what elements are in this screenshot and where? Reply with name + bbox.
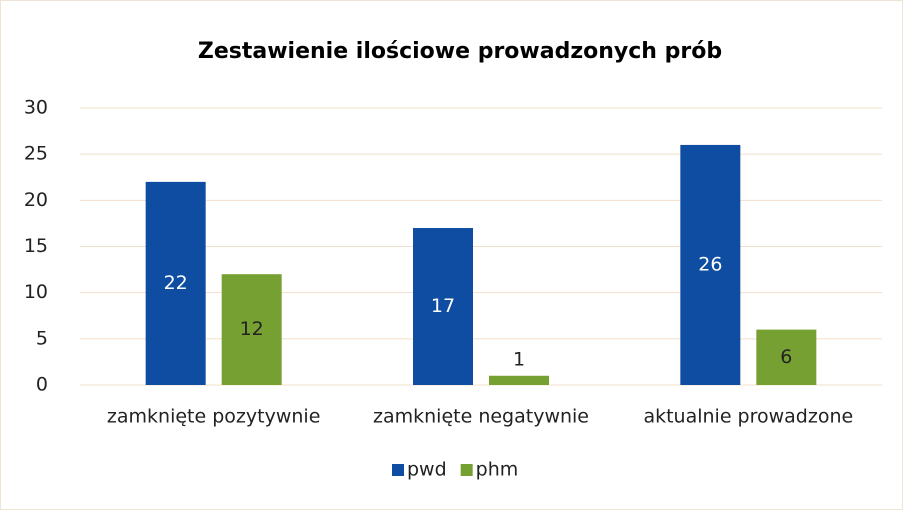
chart-title: Zestawienie ilościowe prowadzonych prób (198, 39, 722, 64)
bar (680, 144, 741, 385)
bar (413, 228, 473, 385)
legend-swatch (460, 464, 473, 476)
y-tick-label: 15 (24, 235, 48, 257)
y-tick-label: 25 (24, 143, 48, 165)
bar (756, 329, 817, 385)
legend-label: phm (476, 459, 519, 481)
y-tick-label: 10 (24, 281, 48, 303)
x-tick-label: zamknięte pozytywnie (107, 406, 320, 428)
data-label: 6 (780, 346, 792, 368)
data-label: 26 (698, 253, 722, 275)
data-label: 17 (431, 295, 455, 317)
legend-swatch (392, 464, 404, 476)
y-tick-label: 0 (36, 374, 48, 396)
x-tick-label: zamknięte negatywnie (373, 406, 589, 428)
bar (221, 274, 282, 385)
y-tick-label: 20 (24, 189, 48, 211)
x-tick-label: aktualnie prowadzone (643, 406, 853, 428)
data-label: 22 (164, 272, 188, 294)
bar (489, 375, 549, 385)
bar (145, 181, 206, 385)
legend-label: pwd (407, 459, 447, 481)
data-label: 12 (240, 318, 264, 340)
y-tick-label: 5 (36, 327, 48, 349)
y-tick-label: 30 (24, 97, 48, 119)
data-label: 1 (513, 348, 525, 370)
